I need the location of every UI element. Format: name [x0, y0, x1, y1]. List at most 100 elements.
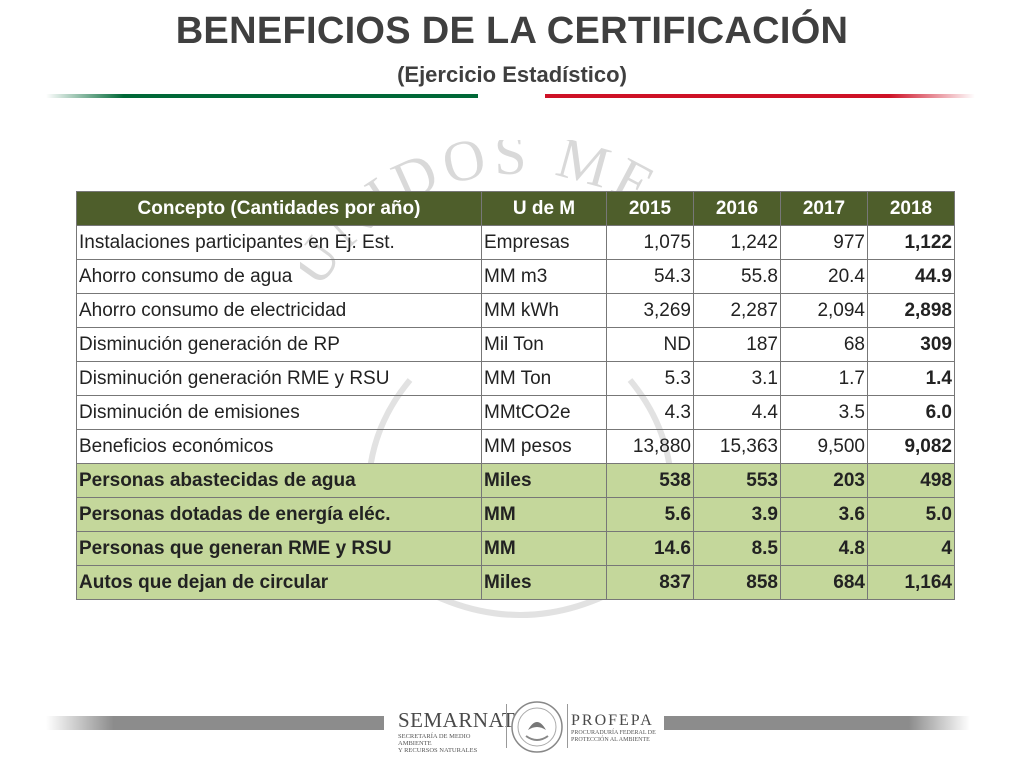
cell-2018: 1,164 — [867, 565, 955, 600]
cell-unidad: MM pesos — [481, 429, 607, 464]
footer-bar-left — [46, 716, 384, 730]
cell-concepto: Disminución de emisiones — [76, 395, 482, 430]
cell-unidad: Mil Ton — [481, 327, 607, 362]
cell-2016: 1,242 — [693, 225, 781, 260]
cell-unidad: MM Ton — [481, 361, 607, 396]
table-row-highlight: Personas dotadas de energía eléc. MM 5.6… — [76, 497, 955, 532]
table-row-highlight: Autos que dejan de circular Miles 837 85… — [76, 565, 955, 600]
cell-2018: 5.0 — [867, 497, 955, 532]
cell-concepto: Autos que dejan de circular — [76, 565, 482, 600]
logo-divider — [567, 704, 568, 748]
cell-2018: 9,082 — [867, 429, 955, 464]
cell-2017: 20.4 — [780, 259, 868, 294]
cell-2016: 2,287 — [693, 293, 781, 328]
cell-2018: 498 — [867, 463, 955, 498]
cell-unidad: Miles — [481, 463, 607, 498]
cell-2018: 44.9 — [867, 259, 955, 294]
cell-concepto: Personas que generan RME y RSU — [76, 531, 482, 566]
profepa-name: PROFEPA — [571, 712, 654, 729]
cell-2015: 538 — [606, 463, 694, 498]
semarnat-logo: SEMARNAT SECRETARÍA DE MEDIO AMBIENTE Y … — [398, 708, 516, 754]
table-row-highlight: Personas que generan RME y RSU MM 14.6 8… — [76, 531, 955, 566]
cell-2016: 55.8 — [693, 259, 781, 294]
cell-concepto: Ahorro consumo de electricidad — [76, 293, 482, 328]
cell-2015: 5.6 — [606, 497, 694, 532]
cell-2016: 8.5 — [693, 531, 781, 566]
cell-unidad: MM kWh — [481, 293, 607, 328]
cell-2016: 3.1 — [693, 361, 781, 396]
cell-unidad: MM — [481, 531, 607, 566]
cell-2016: 553 — [693, 463, 781, 498]
cell-2017: 3.5 — [780, 395, 868, 430]
table-row: Disminución de emisiones MMtCO2e 4.3 4.4… — [76, 395, 955, 430]
profepa-line2: PROTECCIÓN AL AMBIENTE — [571, 737, 650, 743]
cell-2017: 2,094 — [780, 293, 868, 328]
cell-2016: 3.9 — [693, 497, 781, 532]
cell-2017: 9,500 — [780, 429, 868, 464]
table-row: Ahorro consumo de agua MM m3 54.3 55.8 2… — [76, 259, 955, 294]
table-row-highlight: Personas abastecidas de agua Miles 538 5… — [76, 463, 955, 498]
cell-concepto: Instalaciones participantes en Ej. Est. — [76, 225, 482, 260]
cell-2017: 3.6 — [780, 497, 868, 532]
cell-concepto: Disminución generación de RP — [76, 327, 482, 362]
header-unidad: U de M — [481, 191, 607, 226]
cell-2015: 14.6 — [606, 531, 694, 566]
header-concepto: Concepto (Cantidades por año) — [76, 191, 482, 226]
cell-2018: 1,122 — [867, 225, 955, 260]
header-2018: 2018 — [867, 191, 955, 226]
profepa-logo: PROFEPA PROCURADURÍA FEDERAL DE PROTECCI… — [571, 712, 657, 748]
mexico-seal-icon — [511, 701, 563, 753]
cell-2015: 4.3 — [606, 395, 694, 430]
cell-2018: 2,898 — [867, 293, 955, 328]
cell-2016: 858 — [693, 565, 781, 600]
semarnat-name: SEMARNAT — [398, 708, 516, 732]
red-rule — [545, 94, 975, 98]
cell-2017: 977 — [780, 225, 868, 260]
cell-2015: 837 — [606, 565, 694, 600]
cell-2018: 1.4 — [867, 361, 955, 396]
cell-2015: 5.3 — [606, 361, 694, 396]
cell-2017: 684 — [780, 565, 868, 600]
cell-2017: 4.8 — [780, 531, 868, 566]
benefits-table: Concepto (Cantidades por año) U de M 201… — [76, 191, 955, 600]
table-row: Beneficios económicos MM pesos 13,880 15… — [76, 429, 955, 464]
page-title: BENEFICIOS DE LA CERTIFICACIÓN — [175, 10, 849, 52]
green-rule — [46, 94, 478, 98]
cell-unidad: MM m3 — [481, 259, 607, 294]
cell-2018: 309 — [867, 327, 955, 362]
profepa-line1: PROCURADURÍA FEDERAL DE — [571, 730, 656, 736]
cell-2016: 187 — [693, 327, 781, 362]
table-row: Disminución generación de RP Mil Ton ND … — [76, 327, 955, 362]
cell-unidad: Empresas — [481, 225, 607, 260]
cell-unidad: MM — [481, 497, 607, 532]
cell-2017: 68 — [780, 327, 868, 362]
cell-concepto: Personas abastecidas de agua — [76, 463, 482, 498]
cell-2015: 3,269 — [606, 293, 694, 328]
cell-2015: ND — [606, 327, 694, 362]
cell-concepto: Beneficios económicos — [76, 429, 482, 464]
cell-2015: 13,880 — [606, 429, 694, 464]
cell-2018: 4 — [867, 531, 955, 566]
header-2016: 2016 — [693, 191, 781, 226]
cell-unidad: Miles — [481, 565, 607, 600]
cell-concepto: Personas dotadas de energía eléc. — [76, 497, 482, 532]
header-2017: 2017 — [780, 191, 868, 226]
logo-divider — [506, 704, 507, 748]
table-row: Disminución generación RME y RSU MM Ton … — [76, 361, 955, 396]
table-header-row: Concepto (Cantidades por año) U de M 201… — [76, 191, 955, 226]
footer-bar-right — [664, 716, 970, 730]
cell-2017: 203 — [780, 463, 868, 498]
cell-2015: 54.3 — [606, 259, 694, 294]
cell-unidad: MMtCO2e — [481, 395, 607, 430]
cell-2016: 4.4 — [693, 395, 781, 430]
header-2015: 2015 — [606, 191, 694, 226]
cell-2017: 1.7 — [780, 361, 868, 396]
semarnat-line1: SECRETARÍA DE MEDIO AMBIENTE — [398, 733, 471, 747]
cell-2015: 1,075 — [606, 225, 694, 260]
cell-2016: 15,363 — [693, 429, 781, 464]
page-subtitle: (Ejercicio Estadístico) — [397, 62, 627, 87]
table-row: Ahorro consumo de electricidad MM kWh 3,… — [76, 293, 955, 328]
cell-concepto: Disminución generación RME y RSU — [76, 361, 482, 396]
semarnat-line2: Y RECURSOS NATURALES — [398, 747, 478, 754]
cell-2018: 6.0 — [867, 395, 955, 430]
